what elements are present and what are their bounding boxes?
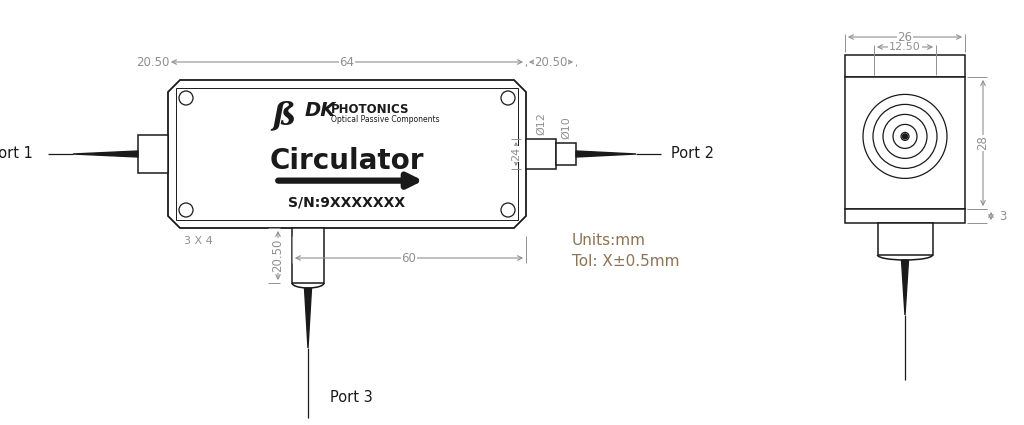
Bar [526,139,556,169]
Text: 3: 3 [999,210,1007,223]
Polygon shape [304,288,311,348]
Text: Ø10: Ø10 [561,116,571,139]
Text: 20.50: 20.50 [271,239,285,272]
Bar [176,88,518,220]
Text: 3 X 4: 3 X 4 [184,236,213,246]
Bar [845,55,965,77]
Text: Port 3: Port 3 [330,391,373,405]
Text: Port 1: Port 1 [0,147,33,162]
Circle shape [902,134,907,139]
Bar [878,223,933,255]
Bar [845,209,965,223]
Text: 64: 64 [340,56,354,68]
Text: 20.50: 20.50 [535,56,567,68]
Text: Circulator: Circulator [269,147,424,176]
Text: 26: 26 [897,31,912,43]
Polygon shape [73,151,138,157]
Text: ß: ß [272,100,296,131]
Text: S/N:9XXXXXXX: S/N:9XXXXXXX [289,196,406,210]
Text: 60: 60 [401,252,417,264]
Bar [138,135,168,173]
Bar [556,143,575,165]
Text: 12.50: 12.50 [889,42,921,52]
Text: 24: 24 [511,147,521,161]
Text: Tol: X±0.5mm: Tol: X±0.5mm [572,255,680,269]
Polygon shape [575,151,636,157]
Text: Units:mm: Units:mm [572,232,646,247]
Text: Optical Passive Components: Optical Passive Components [331,114,440,124]
Text: PHOTONICS: PHOTONICS [331,102,410,116]
Text: 20.50: 20.50 [136,56,170,68]
Text: Ø12: Ø12 [536,112,546,135]
Text: 28: 28 [977,136,989,150]
Text: DK: DK [304,100,336,119]
Bar [292,228,324,283]
Bar [845,77,965,209]
Text: Port 2: Port 2 [671,147,714,162]
Polygon shape [168,80,526,228]
Polygon shape [901,260,908,315]
